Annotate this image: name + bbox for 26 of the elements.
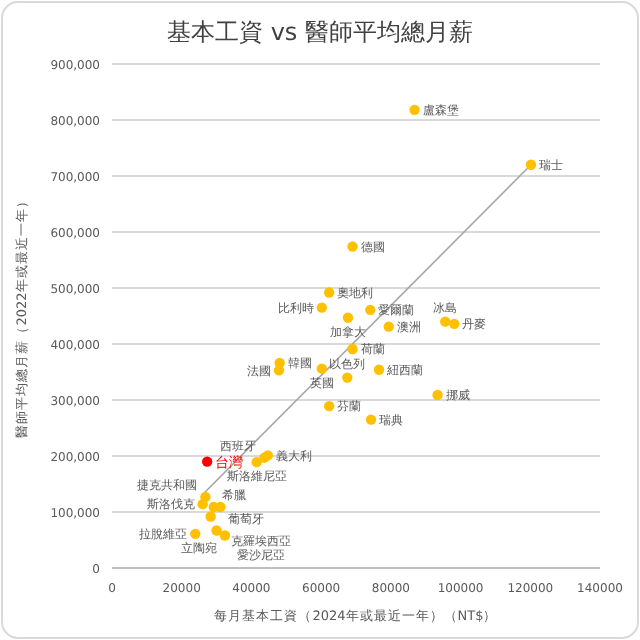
point [197, 498, 208, 510]
point [383, 321, 394, 332]
point [373, 364, 385, 375]
point [525, 159, 537, 170]
point [190, 528, 201, 540]
point [347, 241, 358, 252]
point [205, 511, 216, 522]
point [347, 343, 358, 355]
point [365, 304, 376, 316]
point [323, 400, 335, 412]
point [449, 318, 460, 330]
point [342, 312, 354, 323]
point [251, 456, 262, 468]
point [409, 104, 420, 116]
point [316, 363, 328, 374]
point [316, 302, 328, 313]
point [440, 316, 451, 327]
point [201, 456, 213, 467]
point [365, 414, 377, 425]
point [432, 389, 443, 401]
point [323, 287, 335, 298]
point [342, 372, 353, 383]
point [211, 525, 222, 536]
point [219, 530, 231, 541]
chart-title: 基本工資 vs 醫師平均總月薪 [167, 18, 473, 46]
point [273, 365, 285, 376]
